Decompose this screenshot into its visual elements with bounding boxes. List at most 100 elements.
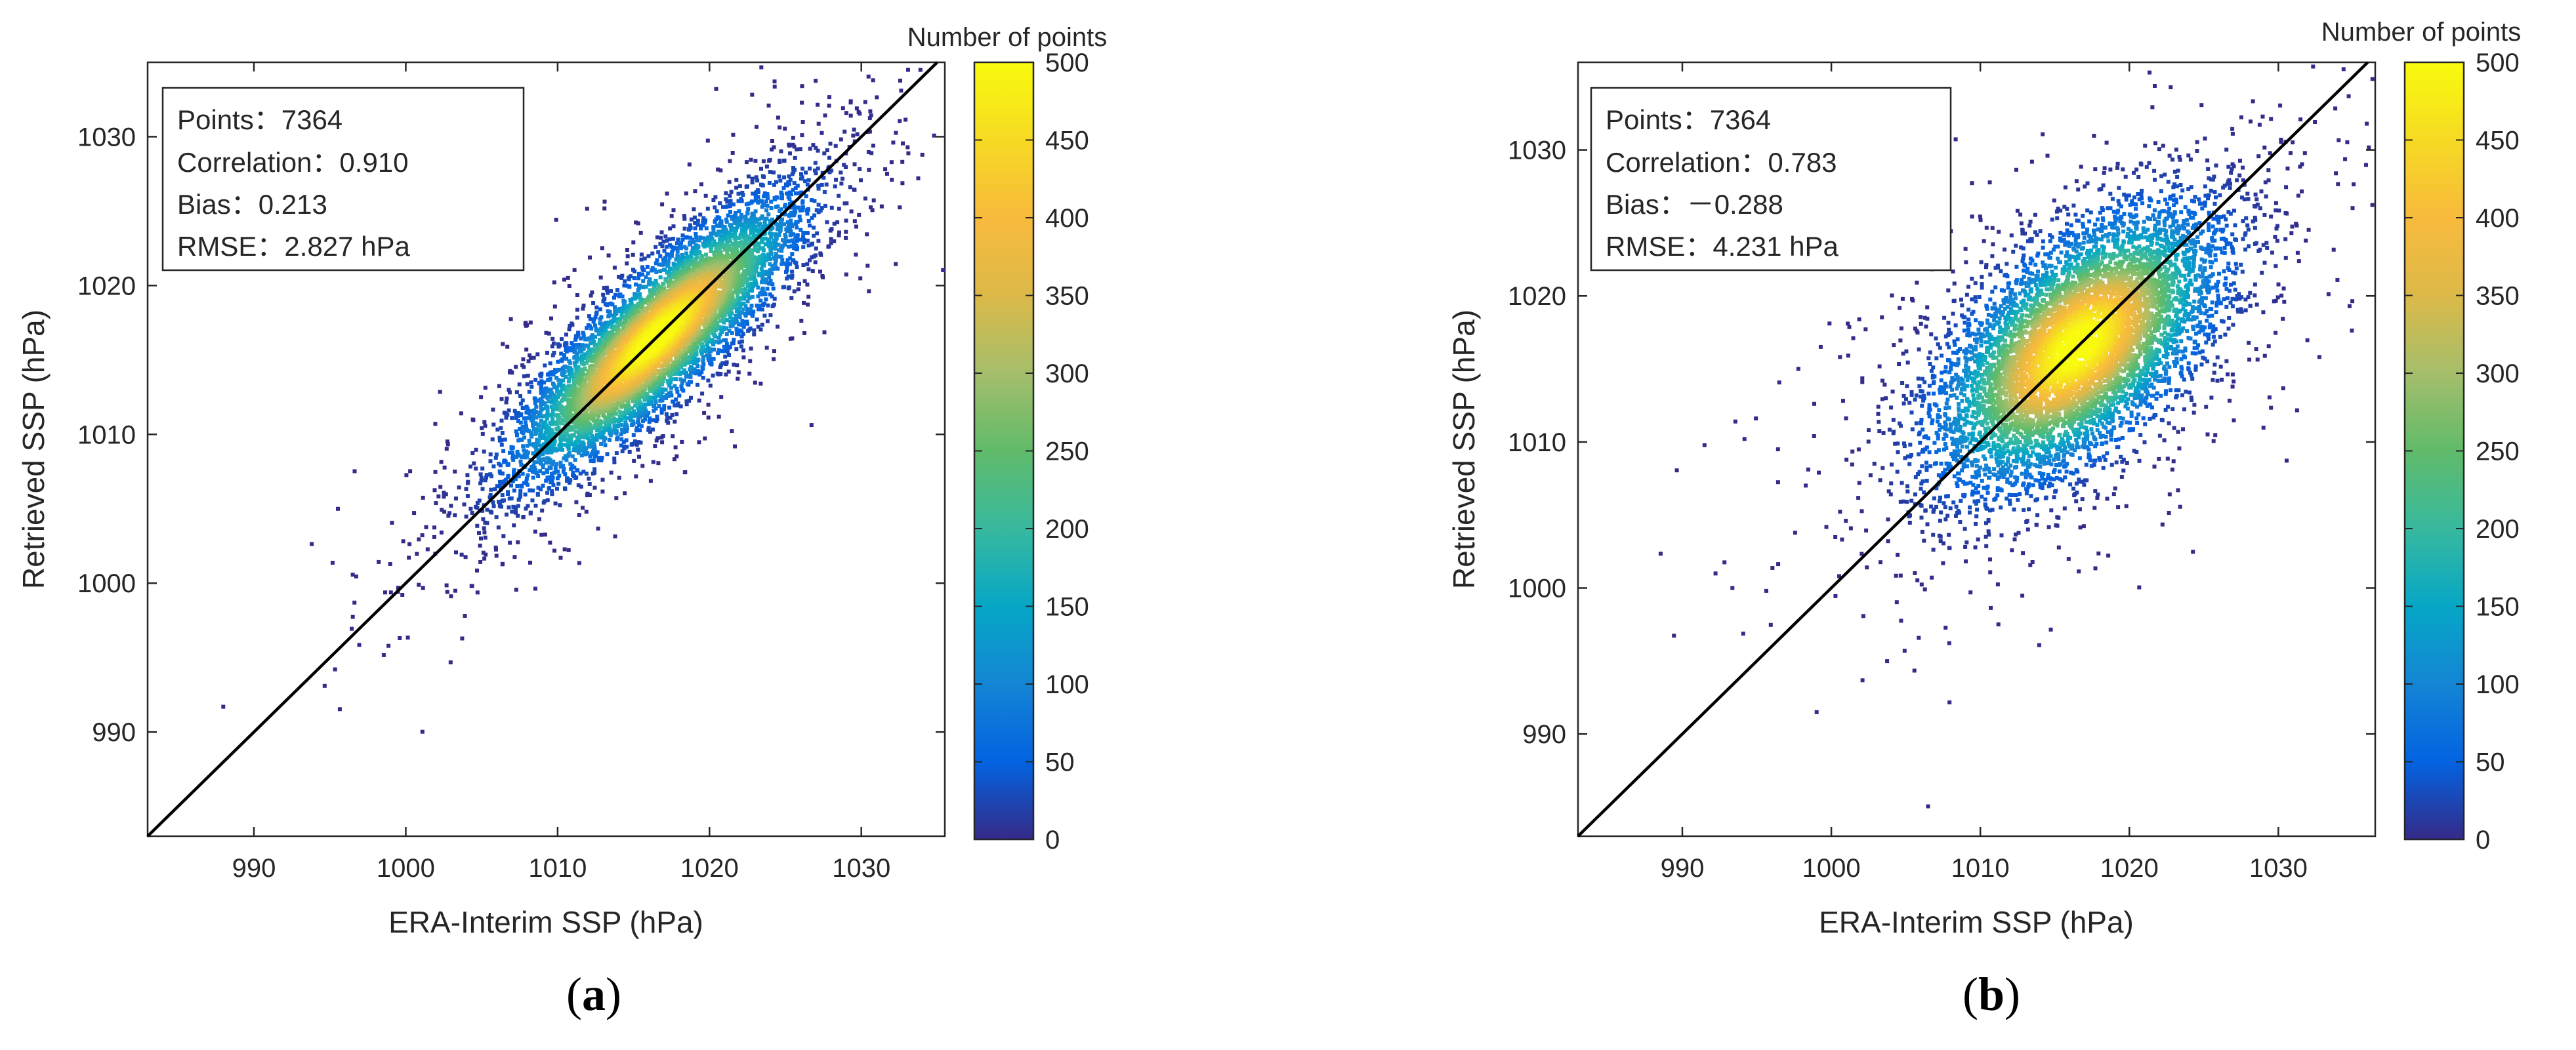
scatter-point [533, 378, 538, 382]
scatter-point [524, 479, 529, 484]
scatter-point [506, 462, 510, 466]
scatter-point [480, 432, 485, 436]
scatter-point [772, 357, 776, 361]
scatter-point [726, 213, 730, 218]
scatter-point [638, 292, 642, 296]
scatter-point [520, 455, 524, 460]
scatter-point [795, 147, 799, 151]
scatter-point [768, 231, 772, 235]
scatter-point [734, 347, 739, 352]
scatter-point [766, 103, 771, 108]
scatter-point [855, 132, 860, 136]
scatter-point [619, 437, 624, 441]
scatter-point [739, 199, 744, 203]
scatter-point [637, 454, 641, 459]
scatter-point [806, 302, 810, 307]
scatter-point [574, 335, 579, 340]
scatter-point [900, 159, 905, 164]
scatter-point [593, 315, 598, 319]
scatter-point [730, 151, 735, 155]
scatter-point [415, 552, 419, 556]
scatter-point [762, 194, 766, 199]
scatter-point [711, 225, 716, 230]
scatter-point [729, 228, 734, 232]
scatter-point [676, 237, 680, 242]
scatter-point [703, 220, 707, 225]
scatter-point [754, 175, 758, 180]
scatter-point [700, 365, 705, 369]
scatter-point [809, 198, 814, 203]
scatter-point [727, 255, 731, 260]
scatter-point [758, 291, 762, 296]
scatter-point [854, 224, 858, 229]
scatter-point [504, 415, 509, 420]
scatter-point [617, 336, 621, 340]
scatter-point [454, 496, 458, 501]
scatter-point [791, 188, 795, 192]
scatter-point [587, 442, 591, 447]
scatter-point [477, 531, 481, 535]
scatter-point [744, 202, 749, 207]
scatter-point [669, 253, 674, 258]
scatter-point [514, 390, 519, 395]
scatter-point [733, 317, 737, 322]
scatter-point [737, 235, 741, 240]
scatter-point [545, 491, 550, 495]
scatter-point [749, 281, 753, 286]
scatter-point [600, 340, 605, 345]
scatter-point [388, 562, 392, 566]
scatter-point [641, 394, 646, 399]
scatter-point [545, 350, 549, 355]
scatter-point [764, 164, 769, 169]
scatter-point [684, 374, 688, 379]
scatter-point [656, 392, 661, 397]
scatter-point [721, 233, 726, 237]
scatter-point [551, 412, 556, 416]
scatter-point [760, 183, 765, 188]
scatter-point [545, 396, 550, 401]
scatter-point [770, 147, 774, 151]
scatter-point [726, 296, 730, 300]
scatter-point [638, 414, 643, 419]
scatter-point [793, 167, 797, 172]
scatter-point [657, 385, 662, 390]
scatter-point [773, 262, 778, 266]
scatter-point [768, 170, 772, 174]
scatter-point [575, 293, 579, 297]
scatter-point [756, 325, 760, 329]
scatter-point [563, 454, 568, 458]
scatter-point [693, 220, 697, 225]
scatter-point [809, 423, 814, 428]
scatter-point [539, 383, 544, 388]
scatter-point [659, 411, 664, 415]
scatter-point [706, 403, 711, 407]
scatter-point [773, 197, 778, 201]
scatter-point [711, 331, 715, 336]
scatter-point [757, 307, 760, 312]
scatter-point [717, 298, 722, 302]
scatter-point [802, 240, 806, 245]
scatter-point [588, 444, 592, 449]
scatter-point [764, 199, 768, 204]
scatter-point [702, 244, 707, 249]
scatter-point [596, 526, 600, 531]
scatter-point [604, 320, 609, 325]
scatter-point [756, 195, 760, 199]
scatter-point [523, 420, 528, 424]
scatter-point [885, 171, 889, 176]
scatter-point [642, 397, 647, 402]
scatter-point [595, 348, 600, 353]
scatter-point [787, 262, 792, 266]
scatter-point [499, 443, 504, 447]
scatter-point [405, 636, 410, 640]
scatter-point [515, 433, 520, 437]
scatter-point [682, 363, 686, 367]
scatter-point [665, 416, 670, 420]
scatter-point [599, 458, 604, 462]
scatter-point [766, 243, 771, 247]
scatter-point [561, 434, 566, 439]
scatter-point [705, 237, 709, 241]
scatter-point [350, 615, 355, 619]
scatter-point [598, 358, 602, 363]
scatter-point [681, 358, 686, 363]
